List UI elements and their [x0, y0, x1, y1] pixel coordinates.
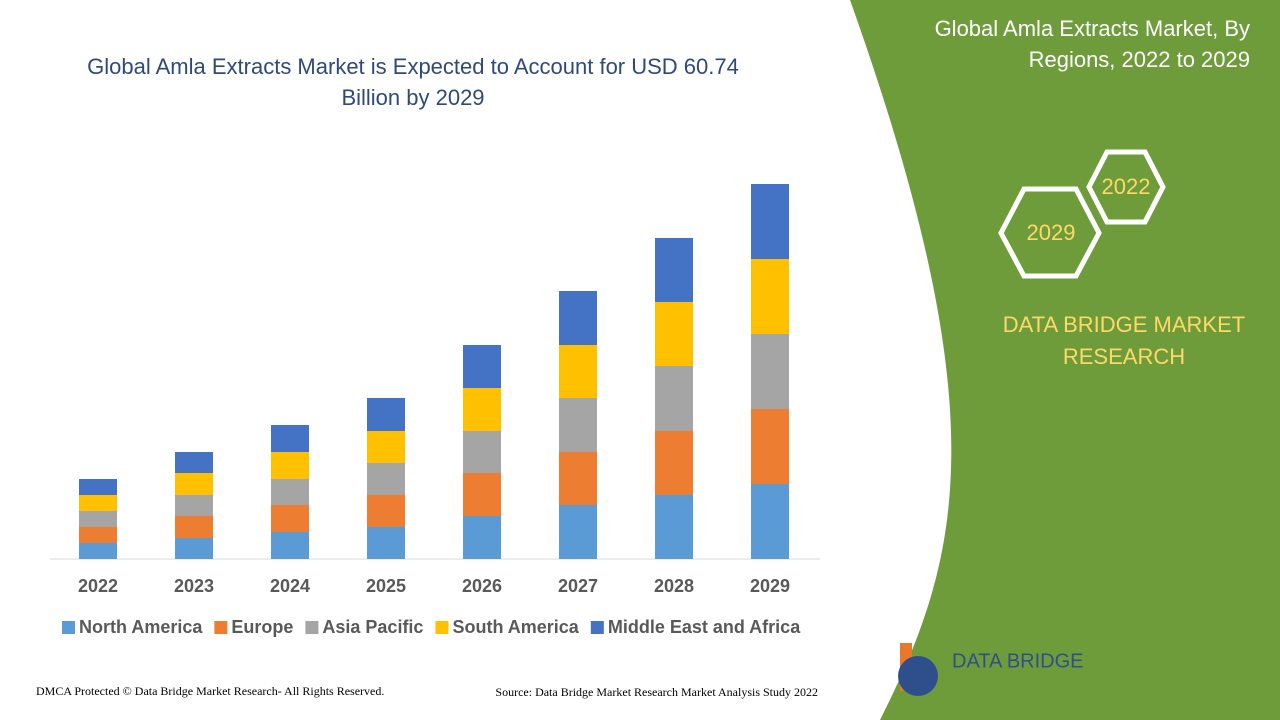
logo: DATA BRIDGE: [898, 643, 1084, 696]
logo-mark: [898, 656, 938, 696]
bar-segment: [751, 409, 789, 484]
bar-segment: [559, 345, 597, 398]
hexagon: [998, 186, 1102, 279]
bar-segment: [655, 495, 693, 559]
bar-segment: [655, 366, 693, 431]
bar-segment: [751, 484, 789, 559]
hexagon: [1086, 149, 1166, 225]
bar-segment: [79, 543, 117, 559]
hexagon-label: 2029: [1027, 220, 1076, 245]
x-tick-label: 2025: [366, 576, 406, 596]
bar-segment: [271, 532, 309, 559]
bar-segment: [463, 345, 501, 388]
bar-segment: [655, 302, 693, 366]
bar-segment: [79, 527, 117, 543]
legend-swatch: [435, 621, 449, 634]
side-title: Global Amla Extracts Market, By Regions, …: [935, 16, 1250, 72]
bar-segment: [655, 431, 693, 495]
legend-swatch: [214, 621, 228, 634]
bar-segment: [463, 431, 501, 473]
brand: DATA BRIDGE MARKET RESEARCH: [1003, 312, 1245, 369]
x-tick-label: 2028: [654, 576, 694, 596]
legend-label: North America: [79, 617, 203, 637]
x-tick-label: 2023: [174, 576, 214, 596]
bar-segment: [655, 238, 693, 302]
legend-swatch: [62, 621, 75, 634]
bar-segment: [367, 431, 405, 463]
x-tick-label: 2026: [462, 576, 502, 596]
bar-segment: [751, 184, 789, 259]
bar-segment: [463, 516, 501, 559]
x-tick-label: 2029: [750, 576, 790, 596]
bar-segment: [175, 473, 213, 495]
bar-segment: [367, 398, 405, 431]
bar-segment: [463, 388, 501, 431]
bar-segment: [367, 527, 405, 559]
bar-segment: [367, 495, 405, 527]
bar-segment: [559, 398, 597, 452]
x-tick-label: 2027: [558, 576, 598, 596]
bar-segment: [175, 495, 213, 516]
legend-swatch: [590, 621, 604, 634]
bar-segment: [79, 495, 117, 511]
bar-segment: [559, 452, 597, 505]
source: Source: Data Bridge Market Research Mark…: [495, 685, 818, 699]
legend-label: Middle East and Africa: [608, 617, 801, 637]
x-tick-label: 2024: [270, 576, 310, 596]
bar-segment: [559, 505, 597, 559]
bar-segment: [271, 425, 309, 452]
side-panel-bg: [850, 0, 1280, 720]
legend-label: South America: [452, 617, 579, 637]
bar-segment: [271, 452, 309, 479]
bar-segment: [463, 473, 501, 516]
bar-segment: [175, 516, 213, 538]
legend-swatch: [305, 621, 319, 634]
bar-segment: [271, 505, 309, 532]
hexagon-label: 2022: [1102, 174, 1151, 199]
logo-name: DATA BRIDGE: [952, 650, 1084, 672]
copyright: DMCA Protected © Data Bridge Market Rese…: [36, 684, 384, 698]
bar-segment: [559, 291, 597, 345]
bar-segment: [79, 511, 117, 527]
bar-segment: [751, 259, 789, 334]
chart-title: Global Amla Extracts Market is Expected …: [87, 54, 739, 110]
bar-segment: [271, 479, 309, 505]
bar-segment: [367, 463, 405, 495]
bar-segment: [175, 538, 213, 559]
bar-segment: [175, 452, 213, 473]
bar-segment: [751, 334, 789, 409]
bar-segment: [79, 479, 117, 495]
legend-label: Europe: [231, 617, 293, 637]
x-tick-label: 2022: [78, 576, 118, 596]
legend-label: Asia Pacific: [322, 617, 423, 637]
